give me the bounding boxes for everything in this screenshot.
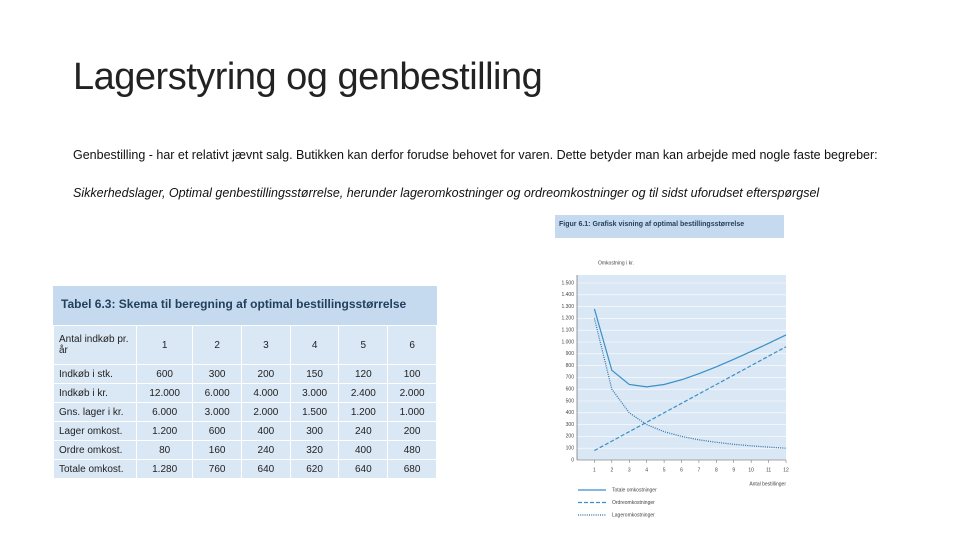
line-series (593, 308, 787, 388)
y-tick-label: 200 (566, 434, 575, 440)
table-figure: Tabel 6.3: Skema til beregning af optima… (53, 286, 437, 479)
x-tick-label: 11 (766, 467, 771, 473)
x-tick-label: 5 (663, 467, 666, 473)
y-tick-label: 900 (566, 351, 575, 357)
x-tick-label: 3 (628, 467, 631, 473)
x-tick-label: 7 (698, 467, 701, 473)
x-tick-label: 12 (783, 467, 789, 473)
line-series (594, 346, 787, 452)
x-axis-label: Antal bestillinger (749, 481, 786, 487)
y-tick-label: 800 (566, 363, 575, 369)
line-series (593, 318, 787, 449)
table-row: Indkøb i stk. 600 300 200 150 120 100 (53, 364, 437, 384)
table-cell: 1 (135, 325, 194, 365)
table-caption: Tabel 6.3: Skema til beregning af optima… (53, 286, 437, 325)
table-cell: 6 (387, 325, 437, 365)
y-tick-label: 1.500 (561, 280, 574, 286)
y-tick-label: 1.100 (561, 328, 574, 334)
table-row: Gns. lager i kr. 6.000 3.000 2.000 1.500 1.20… (53, 402, 437, 422)
legend-label: Lageromkostninger (612, 512, 655, 518)
x-tick-label: 2 (610, 467, 613, 473)
table-row: Totale omkost. 1.280 760 640 620 640 680 (53, 459, 437, 479)
table-cell: 5 (338, 325, 389, 365)
y-tick-label: 700 (566, 375, 575, 381)
x-tick-label: 8 (715, 467, 718, 473)
y-tick-label: 100 (566, 446, 575, 452)
x-tick-label: 10 (748, 467, 754, 473)
x-tick-label: 6 (680, 467, 683, 473)
table-cell: Totale omkost. (53, 459, 137, 479)
x-tick-label: 9 (732, 467, 735, 473)
x-tick-label: 1 (593, 467, 596, 473)
slide-title: Lagerstyring og genbestilling (73, 56, 543, 98)
y-tick-label: 1.000 (561, 339, 574, 345)
table-cell: 680 (387, 459, 437, 479)
x-tick-label: 4 (645, 467, 648, 473)
table-cell: 480 (387, 440, 437, 460)
y-tick-label: 300 (566, 422, 575, 428)
plot-area (577, 275, 786, 460)
paragraph: Sikkerhedslager, Optimal genbestillingss… (73, 186, 820, 200)
y-tick-label: 1.200 (561, 316, 574, 322)
y-tick-label: 0 (571, 457, 574, 463)
figure-caption: Figur 6.1: Grafisk visning af optimal be… (555, 215, 784, 238)
y-tick-label: 1.400 (561, 292, 574, 298)
table-row: Antal indkøb pr. år 1 2 3 4 5 6 (53, 325, 437, 365)
legend-label: Ordreomkostninger (612, 500, 655, 506)
y-tick-label: 400 (566, 410, 575, 416)
table: Antal indkøb pr. år 1 2 3 4 5 6 Indkøb i stk. 60… (53, 325, 437, 479)
y-tick-label: 1.300 (561, 304, 574, 310)
y-tick-label: 500 (566, 398, 575, 404)
paragraph: Genbestilling - har et relativt jævnt sa… (73, 148, 878, 162)
y-axis-label: Omkostning i kr. (598, 260, 634, 266)
y-tick-label: 600 (566, 387, 575, 393)
table-cell: 1.280 (135, 459, 194, 479)
legend-label: Totale omkostninger (612, 487, 657, 493)
